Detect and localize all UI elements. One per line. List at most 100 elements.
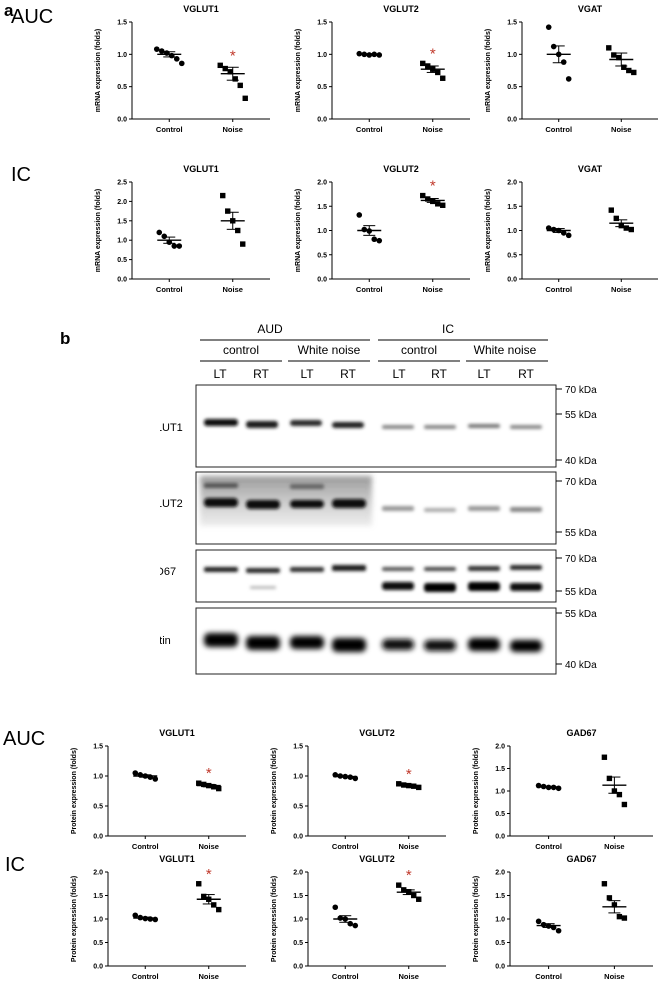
data-point-noise [606, 895, 613, 901]
chart-title: VGLUT2 [383, 4, 419, 14]
marker-gad67-70: 70 kDa [565, 554, 597, 565]
x-tick-label: Control [332, 972, 359, 981]
data-point-noise [621, 64, 627, 70]
data-point-noise [240, 241, 246, 247]
data-point-noise [227, 69, 233, 75]
y-tick-label: 1.0 [495, 789, 505, 796]
data-point-control [371, 236, 378, 243]
data-point-noise [626, 67, 632, 74]
significance-asterisk: * [230, 47, 236, 64]
data-point-noise [396, 781, 402, 787]
lane-label-5: LT [392, 367, 406, 381]
data-point-noise [235, 227, 241, 234]
significance-asterisk: * [406, 766, 412, 783]
y-tick-label: 1.5 [117, 218, 127, 225]
panel-letter-a: a [4, 1, 14, 20]
y-axis-label: Protein expression (folds) [473, 748, 480, 834]
y-tick-label: 1.0 [317, 228, 327, 235]
y-axis-label: Protein expression (folds) [71, 876, 78, 962]
data-point-noise [216, 906, 222, 913]
lane-label-4: RT [340, 367, 356, 381]
significance-asterisk: * [206, 765, 212, 782]
y-tick-label: 1.5 [495, 766, 505, 773]
blot-sub-control-ic: control [401, 343, 437, 357]
data-point-noise [621, 801, 628, 808]
y-tick-label: 2.0 [93, 870, 103, 877]
blot-row-label-bactin: βActin [160, 635, 171, 647]
x-tick-label: Control [356, 125, 383, 134]
chart-title: VGLUT1 [183, 4, 219, 14]
chart-title: GAD67 [566, 854, 596, 864]
chart-protein-ic-vglut2: VGLUT2 Protein expression (folds) 0.0 0.5 1.… [271, 854, 446, 981]
data-point-noise [225, 208, 231, 214]
data-point-control [176, 243, 183, 249]
data-point-control [356, 212, 363, 218]
data-point-noise [616, 791, 623, 798]
blot-bands-gad67 [204, 565, 542, 592]
x-tick-label: Control [132, 842, 159, 851]
y-tick-label: 1.0 [317, 52, 327, 59]
y-axis-label: Protein expression (folds) [271, 748, 278, 834]
y-tick-label: 1.0 [293, 774, 303, 781]
x-tick-label: Noise [199, 972, 219, 981]
blot-bands-vglut1 [204, 419, 542, 429]
data-point-noise [420, 60, 426, 67]
y-tick-label: 1.0 [507, 52, 517, 59]
data-point-control [550, 226, 557, 233]
data-point-control [555, 927, 562, 934]
y-tick-label: 0.5 [93, 940, 103, 947]
data-point-control [540, 921, 547, 928]
significance-asterisk: * [430, 45, 436, 62]
y-tick-label: 1.5 [317, 20, 327, 27]
marker-bactin-55: 55 kDa [565, 609, 597, 620]
marker-vglut2-55: 55 kDa [565, 528, 597, 539]
chart-title: VGLUT2 [383, 164, 419, 174]
chart-title: VGLUT2 [359, 854, 395, 864]
data-point-control [153, 46, 160, 52]
y-tick-label: 0.5 [317, 84, 327, 91]
data-point-control [535, 918, 542, 925]
data-point-noise [416, 784, 422, 791]
x-tick-label: Control [545, 125, 572, 134]
data-point-control [161, 233, 168, 240]
y-tick-label: 0.0 [93, 834, 103, 841]
x-tick-label: Control [535, 842, 562, 851]
x-tick-label: Noise [199, 842, 219, 851]
data-point-noise [217, 62, 223, 69]
chart-protein-auc-gad67: GAD67 Protein expression (folds) 0.0 0.5 1.0… [473, 728, 653, 851]
marker-vglut1-55: 55 kDa [565, 410, 597, 421]
y-tick-label: 0.5 [507, 252, 517, 259]
x-tick-label: Control [535, 972, 562, 981]
chart-mrna-auc-vglut2: VGLUT2 mRNA expression (folds) 0.0 0.5 1.0 1.… [295, 4, 470, 134]
lane-label-3: LT [300, 367, 314, 381]
data-point-control [156, 229, 163, 236]
data-point-noise [201, 893, 207, 900]
x-tick-label: Noise [223, 285, 243, 294]
y-tick-label: 2.0 [293, 870, 303, 877]
lane-label-7: LT [477, 367, 491, 381]
y-tick-label: 0.0 [317, 117, 327, 124]
marker-bactin-40: 40 kDa [565, 660, 597, 671]
x-tick-label: Control [132, 972, 159, 981]
chart-title: VGLUT1 [159, 728, 195, 738]
chart-title: GAD67 [566, 728, 596, 738]
y-tick-label: 0.5 [495, 811, 505, 818]
data-point-noise [613, 215, 619, 222]
lane-label-8: RT [518, 367, 534, 381]
x-tick-label: Noise [423, 285, 443, 294]
chart-mrna-ic-vglut1: VGLUT1 mRNA expression (folds) 0.0 0.5 1.0 1.… [95, 164, 270, 294]
data-point-control [545, 24, 552, 30]
data-point-noise [396, 882, 402, 888]
chart-protein-auc-vglut2: VGLUT2 Protein expression (folds) 0.0 0.5 1.… [271, 728, 446, 851]
data-point-control [565, 76, 572, 82]
y-tick-label: 1.5 [495, 893, 505, 900]
blot-sub-control-aud: control [223, 343, 259, 357]
region-label-auc-protein: AUC [3, 728, 46, 750]
data-point-control [158, 48, 165, 54]
y-tick-label: 1.0 [93, 774, 103, 781]
y-axis-label: mRNA expression (folds) [295, 189, 302, 272]
lane-label-6: RT [431, 367, 447, 381]
y-axis-label: Protein expression (folds) [271, 876, 278, 962]
chart-protein-ic-vglut1: VGLUT1 Protein expression (folds) 0.0 0.5 1.… [71, 854, 246, 981]
chart-mrna-ic-vglut2: VGLUT2 mRNA expression (folds) 0.0 0.5 1.0 1.… [295, 164, 470, 294]
